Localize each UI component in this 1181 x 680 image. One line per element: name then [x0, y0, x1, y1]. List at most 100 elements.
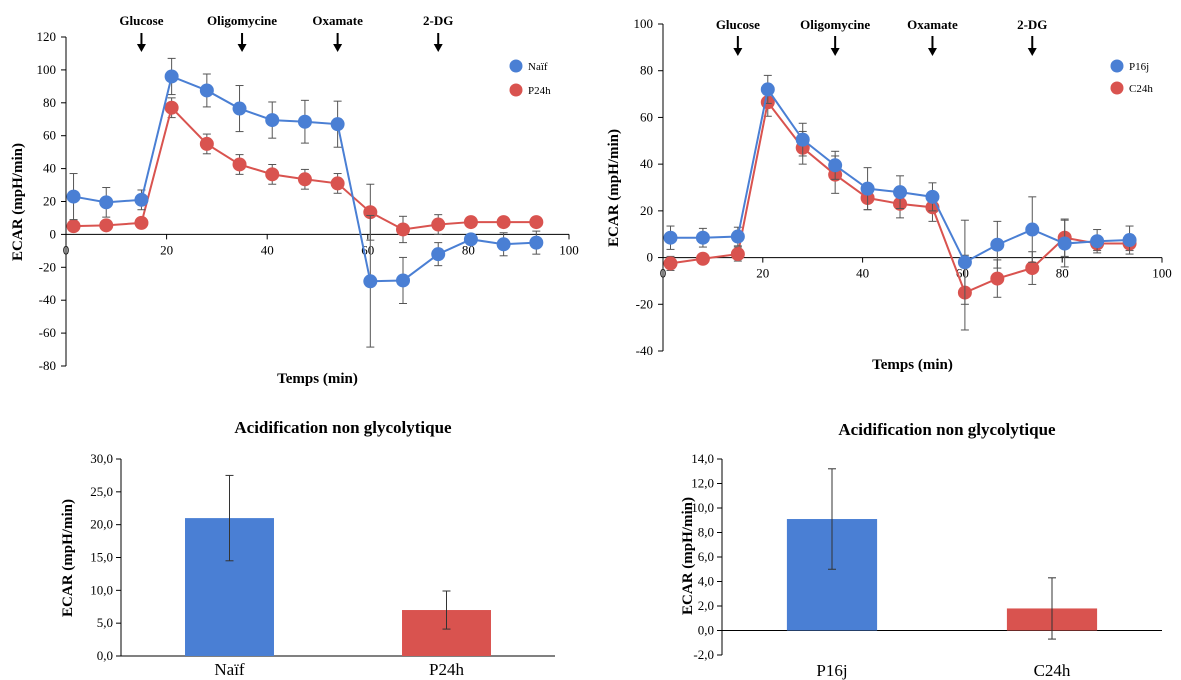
data-point: [134, 215, 149, 230]
data-point: [164, 69, 179, 84]
y-tick-label: -2,0: [693, 647, 714, 662]
data-point: [1057, 236, 1072, 251]
y-tick-label: 4,0: [698, 574, 714, 589]
y-tick-label: -60: [39, 325, 56, 340]
injection-arrow-head: [433, 44, 443, 52]
data-point: [265, 113, 280, 128]
y-tick-label: -80: [39, 358, 56, 373]
series-Naïf: [66, 57, 544, 348]
y-tick-label: 0: [50, 226, 57, 241]
data-point: [199, 83, 214, 98]
data-point: [828, 158, 843, 173]
bar-chart-4: Acidification non glycolytique ECAR (mpH/…: [680, 420, 1162, 680]
y-tick-label: 40: [43, 161, 56, 176]
legend-marker: [1110, 81, 1124, 95]
x-tick-label: 0: [63, 242, 70, 257]
y-tick-label: 20: [43, 194, 56, 209]
x-tick-label: 100: [559, 242, 579, 257]
data-point: [1090, 234, 1105, 249]
data-point: [893, 185, 908, 200]
legend-marker: [1110, 59, 1124, 73]
data-point: [66, 189, 81, 204]
y-tick-label: 30,0: [90, 451, 113, 466]
y-tick-label: 60: [640, 109, 653, 124]
y-axis-title: ECAR (mpH/min): [680, 497, 696, 615]
y-tick-label: 0: [647, 250, 654, 265]
y-tick-label: 100: [37, 62, 57, 77]
data-point: [199, 136, 214, 151]
injection-label: Glucose: [716, 17, 760, 32]
data-point: [957, 255, 972, 270]
legend-label: C24h: [1129, 83, 1153, 95]
y-tick-label: 0,0: [97, 648, 113, 663]
data-point: [695, 251, 710, 266]
y-tick-label: 15,0: [90, 550, 113, 565]
data-point: [496, 215, 511, 230]
y-tick-label: 80: [640, 63, 653, 78]
y-tick-label: -20: [636, 296, 653, 311]
data-point: [496, 237, 511, 252]
data-point: [164, 100, 179, 115]
bar-chart-3: Acidification non glycolytique ECAR (mpH/…: [60, 418, 555, 679]
data-point: [925, 189, 940, 204]
y-axis-title: ECAR (mpH/min): [10, 143, 26, 261]
category-label: P24h: [429, 660, 464, 679]
legend-label: P16j: [1129, 61, 1149, 73]
y-tick-label: 100: [634, 16, 654, 31]
y-tick-label: 8,0: [698, 525, 714, 540]
y-tick-label: 5,0: [97, 615, 113, 630]
injection-label: 2-DG: [423, 13, 453, 28]
data-point: [1025, 222, 1040, 237]
data-point: [730, 247, 745, 262]
injection-arrow-head: [237, 44, 247, 52]
y-tick-label: 10,0: [691, 500, 714, 515]
data-point: [431, 217, 446, 232]
injection-arrow-head: [1027, 48, 1037, 56]
y-tick-label: 25,0: [90, 484, 113, 499]
data-point: [695, 230, 710, 245]
data-point: [990, 271, 1005, 286]
data-point: [297, 172, 312, 187]
data-point: [463, 215, 478, 230]
data-point: [232, 101, 247, 116]
chart-title: Acidification non glycolytique: [234, 418, 452, 437]
y-tick-label: 40: [640, 156, 653, 171]
y-tick-label: 120: [37, 29, 57, 44]
data-point: [396, 222, 411, 237]
data-point: [297, 114, 312, 129]
y-tick-label: 2,0: [698, 598, 714, 613]
y-tick-label: 60: [43, 128, 56, 143]
category-label: C24h: [1034, 661, 1071, 680]
injection-label: Oligomycine: [207, 13, 277, 28]
series-P16j: [663, 74, 1137, 305]
legend-label: Naïf: [528, 61, 548, 73]
data-point: [134, 192, 149, 207]
x-tick-label: 40: [856, 266, 869, 281]
y-tick-label: 20: [640, 203, 653, 218]
legend-marker: [509, 83, 523, 97]
series-C24h: [663, 87, 1137, 331]
x-tick-label: 100: [1152, 266, 1172, 281]
x-tick-label: 0: [660, 266, 667, 281]
y-tick-label: -20: [39, 259, 56, 274]
data-point: [99, 218, 114, 233]
x-axis-title: Temps (min): [872, 357, 953, 373]
data-point: [795, 132, 810, 147]
data-point: [730, 229, 745, 244]
data-point: [431, 247, 446, 262]
injection-arrow-head: [136, 44, 146, 52]
data-point: [330, 117, 345, 132]
y-tick-label: 12,0: [691, 476, 714, 491]
category-label: P16j: [816, 661, 847, 680]
x-tick-label: 20: [756, 266, 769, 281]
data-point: [529, 235, 544, 250]
injection-label: 2-DG: [1017, 17, 1047, 32]
y-tick-label: 20,0: [90, 517, 113, 532]
y-tick-label: -40: [636, 343, 653, 358]
y-tick-label: 0,0: [698, 623, 714, 638]
y-tick-label: 10,0: [90, 582, 113, 597]
data-point: [265, 167, 280, 182]
